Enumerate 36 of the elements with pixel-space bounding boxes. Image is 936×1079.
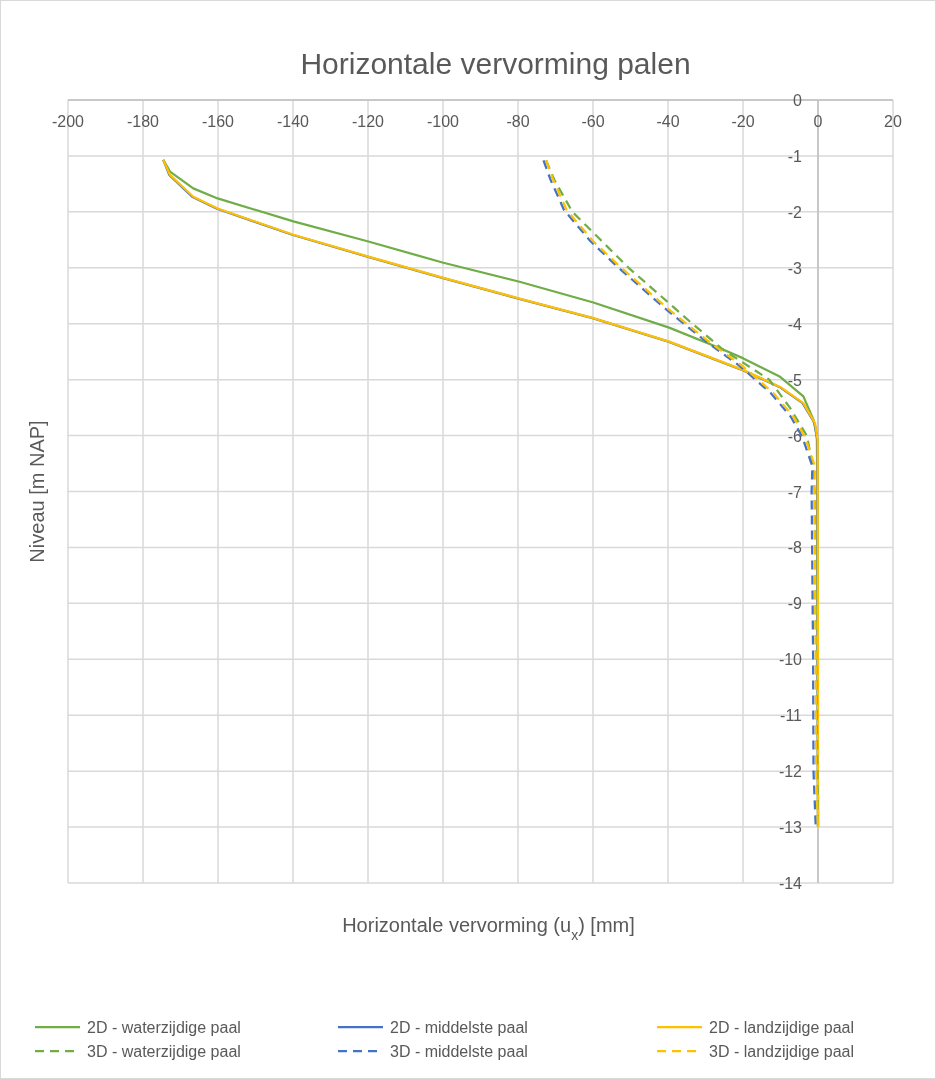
y-tick-label: -4 <box>787 315 803 333</box>
y-tick-label: -12 <box>778 763 803 781</box>
y-axis-title: Niveau [m NAP] <box>26 420 48 563</box>
x-tick-label: -60 <box>581 113 605 130</box>
y-tick-label: -14 <box>778 875 803 892</box>
legend-label: 2D - landzijdige paal <box>709 1019 854 1036</box>
y-tick-label: -13 <box>778 819 803 837</box>
y-tick-label: -6 <box>787 427 803 445</box>
chart-title: Horizontale vervorming palen <box>300 47 691 80</box>
x-tick-label: -180 <box>126 113 160 130</box>
y-tick-label: -7 <box>787 483 803 501</box>
x-tick-label: -100 <box>426 113 460 130</box>
y-tick-label: -3 <box>787 259 803 277</box>
y-tick-label: -1 <box>787 147 803 165</box>
legend-label: 3D - landzijdige paal <box>709 1043 854 1060</box>
x-tick-label: -80 <box>506 113 530 130</box>
legend-label: 2D - middelste paal <box>390 1019 528 1036</box>
x-tick-label: -40 <box>656 113 680 130</box>
y-tick-label: -9 <box>787 595 803 613</box>
y-tick-label: 0 <box>793 92 803 109</box>
x-tick-label: -120 <box>351 113 385 130</box>
x-axis-title: Horizontale vervorming (u$_{x}$) [mm] <box>342 914 635 943</box>
legend-label: 3D - waterzijdige paal <box>87 1043 241 1060</box>
x-tick-label: 20 <box>884 113 902 130</box>
x-tick-label: -20 <box>731 113 755 130</box>
y-tick-label: -2 <box>787 203 803 221</box>
x-tick-label: 0 <box>813 113 823 130</box>
x-tick-label: -160 <box>201 113 235 130</box>
y-tick-label: -8 <box>787 539 803 557</box>
legend-label: 3D - middelste paal <box>390 1043 528 1060</box>
x-tick-label: -140 <box>276 113 310 130</box>
y-tick-label: -10 <box>778 651 803 669</box>
legend-label: 2D - waterzijdige paal <box>87 1019 241 1036</box>
y-tick-label: -5 <box>787 371 803 389</box>
x-tick-label: -200 <box>51 113 85 130</box>
y-tick-label: -11 <box>780 707 803 725</box>
